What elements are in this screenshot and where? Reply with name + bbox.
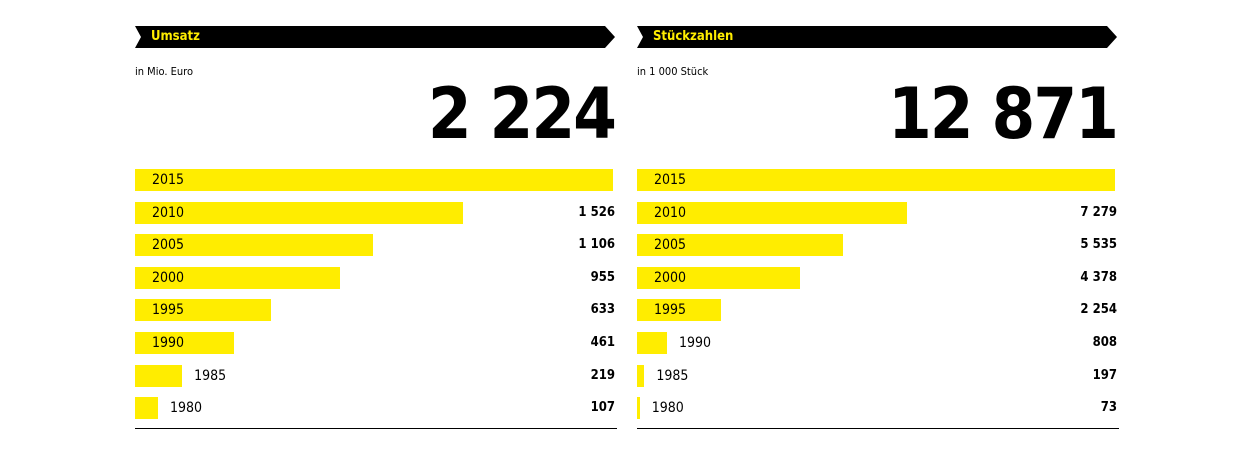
- value-label: 633: [590, 302, 615, 318]
- bar-1985: [637, 364, 645, 387]
- year-label: 1990: [152, 335, 185, 351]
- chart-title: Umsatz: [151, 29, 200, 44]
- bar-row: 2000 955: [135, 266, 615, 289]
- bar-row: 1985 219: [135, 364, 615, 387]
- bar-row: 1995 2 254: [637, 299, 1117, 322]
- value-label: 197: [1092, 367, 1117, 383]
- chart-title: Stückzahlen: [653, 29, 734, 44]
- year-label: 1990: [679, 335, 712, 351]
- total-value: 12 871: [887, 73, 1119, 155]
- bar-row: 2010 1 526: [135, 201, 615, 224]
- year-label: 2005: [654, 237, 687, 254]
- bar-row: 1990 808: [637, 332, 1117, 354]
- bar-2015: [135, 169, 613, 191]
- year-label: 1985: [656, 367, 689, 384]
- value-label: 955: [590, 269, 615, 285]
- bar-row: 1980 107: [135, 397, 615, 420]
- value-label: 461: [590, 335, 615, 350]
- bar-row: 2015: [135, 169, 615, 191]
- year-label: 1980: [651, 400, 684, 417]
- value-label: 219: [590, 367, 615, 383]
- bar-2005: [135, 234, 373, 257]
- bar-2010: [135, 201, 463, 224]
- value-label: 73: [1100, 400, 1117, 416]
- bar-row: 1985 197: [637, 364, 1117, 387]
- year-label: 2005: [152, 237, 185, 254]
- umsatz-chart: Umsatz in Mio. Euro 2 224 2015 2010 1 526 2…: [135, 26, 617, 431]
- header-arrow-banner: [135, 26, 615, 48]
- chart-baseline: [637, 428, 1119, 429]
- value-label: 1 526: [578, 204, 615, 220]
- year-label: 2015: [654, 172, 687, 188]
- unit-label: in Mio. Euro: [135, 65, 194, 78]
- year-label: 2010: [152, 204, 185, 221]
- bar-row: 2015: [637, 169, 1117, 191]
- bar-row: 2005 5 535: [637, 234, 1117, 257]
- year-label: 1980: [169, 400, 203, 417]
- value-label: 4 378: [1080, 269, 1117, 285]
- stueckzahlen-chart: Stückzahlen in 1 000 Stück 12 871 2015 20…: [637, 26, 1119, 431]
- year-label: 2010: [654, 204, 687, 221]
- year-label: 2000: [152, 269, 185, 286]
- bar-row: 1980 73: [637, 397, 1117, 420]
- unit-label: in 1 000 Stück: [637, 65, 709, 78]
- bar-1995: [637, 299, 721, 322]
- bar-2000: [637, 266, 800, 289]
- value-label: 5 535: [1080, 237, 1117, 253]
- year-label: 2000: [654, 269, 687, 286]
- year-label: 1995: [152, 302, 185, 319]
- bar-row: 2000 4 378: [637, 266, 1117, 289]
- bar-1985: [135, 364, 183, 387]
- bar-1990: [135, 332, 235, 354]
- bar-2000: [135, 266, 341, 289]
- value-label: 808: [1092, 335, 1117, 350]
- value-label: 107: [590, 400, 615, 416]
- bar-2015: [637, 169, 1115, 191]
- chart-baseline: [135, 428, 617, 429]
- bar-2005: [637, 234, 843, 257]
- bar-row: 2010 7 279: [637, 201, 1117, 224]
- bar-row: 1995 633: [135, 299, 615, 322]
- bar-1990: [637, 332, 667, 354]
- year-label: 1985: [194, 367, 227, 384]
- chart-header: Umsatz: [135, 26, 615, 48]
- bar-1995: [135, 299, 272, 322]
- bar-2010: [637, 201, 908, 224]
- bar-1980: [135, 397, 158, 420]
- value-label: 1 106: [578, 237, 615, 253]
- bar-row: 1990 461: [135, 332, 615, 354]
- value-label: 2 254: [1080, 302, 1117, 318]
- year-label: 1995: [654, 302, 687, 319]
- bar-1980: [637, 397, 640, 420]
- bar-row: 2005 1 106: [135, 234, 615, 257]
- header-arrow-banner: [637, 26, 1117, 48]
- value-label: 7 279: [1080, 204, 1117, 220]
- year-label: 2015: [152, 172, 185, 188]
- total-value: 2 224: [427, 73, 617, 155]
- chart-header: Stückzahlen: [637, 26, 1117, 48]
